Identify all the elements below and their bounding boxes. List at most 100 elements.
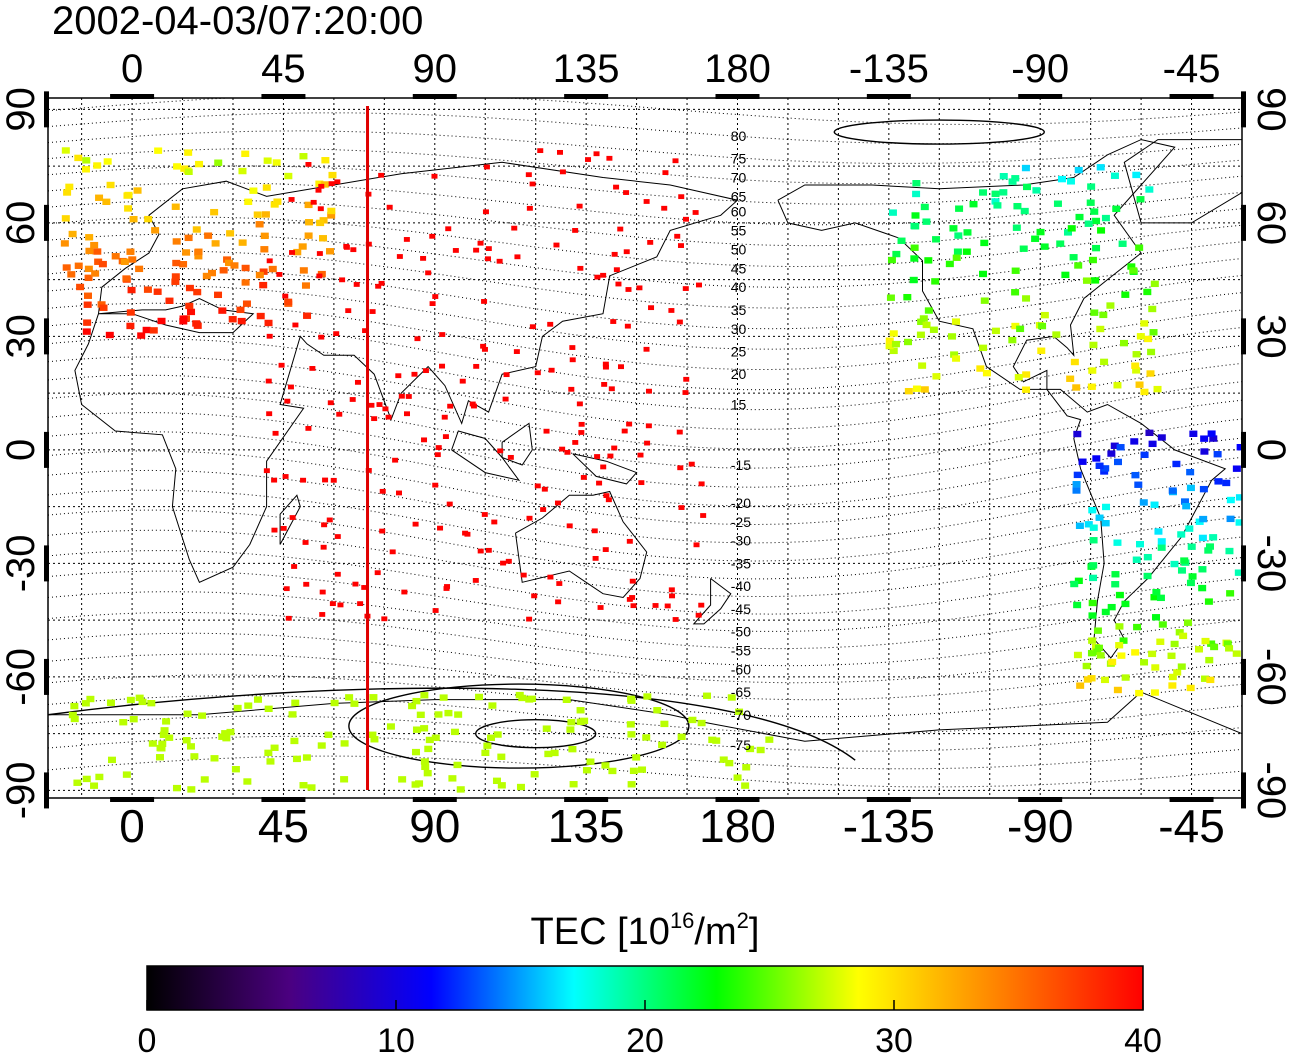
tec-pixel (327, 207, 336, 215)
tec-pixel (520, 572, 527, 578)
tec-pixel (334, 179, 341, 185)
tec-pixel (918, 362, 927, 369)
tec-pixel (1189, 430, 1198, 437)
tec-pixel (111, 253, 120, 260)
tec-pixel (1092, 217, 1101, 225)
tec-pixel (1173, 669, 1182, 676)
tec-pixel (321, 522, 328, 528)
tec-pixel (559, 446, 566, 452)
tec-pixel (1167, 652, 1176, 659)
tec-pixel (916, 331, 925, 338)
lat-tick-label-left: 0 (0, 439, 43, 461)
tec-pixel (1073, 471, 1082, 479)
tec-pixel (1170, 560, 1179, 568)
tec-pixel (891, 340, 900, 348)
mag-contour (48, 267, 1242, 330)
tec-pixel (329, 601, 336, 607)
tec-pixel (1088, 367, 1097, 374)
tec-pixel (683, 376, 690, 382)
tec-pixel (643, 199, 650, 204)
tec-pixel (481, 749, 490, 757)
contour-label: 15 (731, 396, 747, 412)
tec-pixel (1209, 435, 1218, 442)
tec-pixel (165, 734, 174, 741)
tec-pixel (420, 725, 429, 732)
coastline (501, 422, 533, 466)
tec-pixel (1022, 386, 1031, 393)
south-pole-contour (348, 683, 690, 769)
mag-contour (48, 591, 1242, 650)
tec-pixel (910, 244, 919, 251)
tec-pixel (340, 776, 349, 783)
tec-pixel (700, 513, 707, 518)
tec-pixel (310, 199, 317, 205)
tec-pixel (678, 505, 685, 510)
tec-pixel (83, 301, 92, 308)
tec-pixel (693, 542, 700, 548)
tec-pixel (284, 298, 293, 306)
tec-pixel (330, 477, 337, 483)
tec-pixel (187, 786, 196, 793)
tec-pixel (1038, 322, 1047, 330)
tec-pixel (1036, 228, 1045, 236)
tec-pixel (370, 736, 379, 743)
tec-pixel (1139, 499, 1148, 506)
tec-pixel (165, 297, 174, 304)
tec-pixel (74, 262, 83, 269)
tec-pixel (1108, 658, 1117, 666)
tec-pixel (1095, 514, 1104, 521)
tec-pixel (260, 232, 269, 240)
tec-pixel (605, 497, 612, 503)
tec-pixel (576, 401, 583, 407)
tec-pixel (993, 202, 1002, 209)
tec-pixel (289, 515, 296, 520)
frame-tick (44, 772, 49, 809)
tec-pixel (432, 294, 439, 299)
tec-pixel (452, 248, 459, 253)
tec-pixel (576, 707, 585, 714)
tec-pixel (1199, 485, 1208, 493)
tec-pixel (340, 740, 349, 747)
frame-tick (715, 797, 760, 802)
tec-pixel (626, 721, 635, 728)
tec-pixel (889, 347, 898, 355)
tec-pixel (932, 236, 941, 243)
latitude-ticks-left: 90 60 30 0 -30 -60 -90 (0, 87, 43, 819)
tec-pixel (1204, 598, 1213, 605)
tec-pixel (1101, 520, 1110, 527)
tec-pixel (214, 291, 223, 299)
colorbar-ticks: 0 10 20 30 40 (138, 1000, 1162, 1057)
tec-pixel (603, 493, 610, 498)
tec-pixel (432, 482, 439, 488)
tec-pixel (1053, 200, 1062, 207)
tec-pixel (1088, 507, 1097, 514)
tec-pixel (617, 364, 624, 370)
tec-pixel (477, 548, 484, 554)
tec-pixel (1198, 566, 1207, 573)
tec-pixel (1143, 553, 1152, 561)
tec-pixel (411, 371, 418, 377)
tec-pixel (608, 386, 615, 392)
tec-pixel (885, 337, 894, 344)
tec-pixel (299, 782, 308, 789)
tec-pixel (190, 753, 199, 760)
tec-pixel (337, 602, 344, 608)
tec-pixel (198, 712, 207, 719)
contour-label: -20 (731, 495, 751, 511)
tec-pixel (126, 696, 135, 704)
tec-pixel (361, 585, 368, 590)
tec-pixel (483, 164, 490, 170)
tec-pixel (63, 189, 72, 196)
tec-pixel (682, 286, 689, 291)
tec-pixel (320, 544, 327, 550)
tec-pixel (1031, 235, 1040, 242)
contour-label: -35 (731, 555, 751, 571)
tec-pixel (1200, 435, 1209, 442)
tec-pixel (698, 481, 705, 487)
tec-pixel (208, 269, 217, 277)
tec-pixel (81, 166, 90, 173)
contour-label: 55 (731, 222, 747, 238)
tec-pixel (270, 201, 279, 208)
tec-pixel (1093, 627, 1102, 634)
tec-pixel (1066, 178, 1075, 185)
